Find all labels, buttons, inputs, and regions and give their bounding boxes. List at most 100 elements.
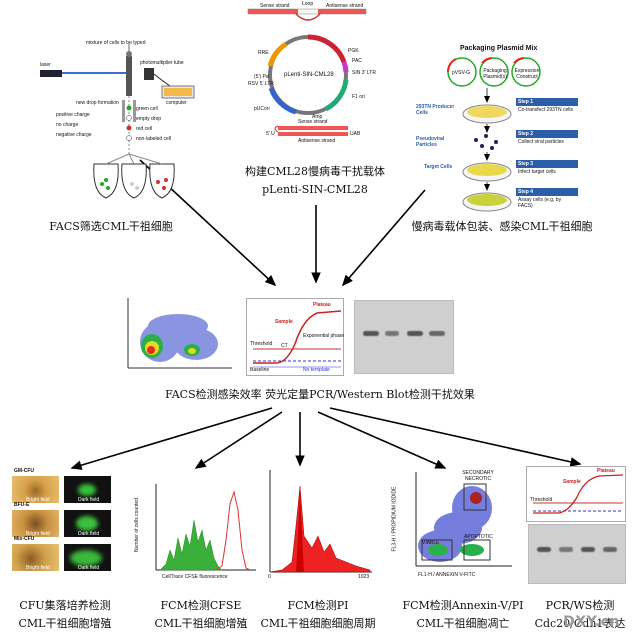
facs-label-empty: empty drop	[136, 116, 162, 122]
pcrws-caption-2: Cdc20/Cdh1表达	[534, 617, 626, 630]
step-4-title: Step 4	[516, 188, 578, 196]
vector-amp: Amp	[312, 114, 323, 120]
facs-label-no-charge: no charge	[56, 122, 79, 128]
step-3-title: Step 3	[516, 160, 578, 168]
cfse-ylabel: Number of cells counted	[133, 498, 140, 552]
facs-sorter-diagram: laser photomultiplier tube computer mixt…	[36, 40, 196, 202]
packaging-workflow: Packaging Plasmid Mix pVSV-G Packaging P…	[412, 45, 592, 216]
facs-label-red: red cell	[136, 126, 153, 132]
cfu-bright-1: Bright field	[26, 497, 50, 503]
vector-puc: pUCori	[254, 106, 270, 112]
annexin-xlabel: FL1-H / ANNEXIN V-FITC	[418, 572, 476, 578]
middle-caption: FACS检测感染效率 荧光定量PCR/Western Blot检测干扰效果	[165, 388, 475, 401]
pcrws-caption-1: PCR/WS检测	[545, 599, 615, 612]
pcr-threshold: Threshold	[250, 341, 273, 347]
pcr-no-template: No template	[303, 367, 330, 373]
pcr-sample: Sample	[275, 319, 293, 325]
qpcr-curve-plot: Plateau Sample Exponential phase Thresho…	[246, 298, 344, 376]
annexin-ylabel: FL3-H / PROPIDIUM IODIDE	[391, 486, 398, 552]
annexin-caption-2: CML干祖细胞凋亡	[416, 617, 510, 630]
step-3-box: Step 3 Infect target cells	[516, 160, 578, 176]
packaging-title: Packaging Plasmid Mix	[460, 45, 538, 52]
cfse-caption-2: CML干祖细胞增殖	[154, 617, 248, 630]
plasmid-packaging: Packaging Plasmid(s)	[483, 68, 507, 80]
plasmid-vsvg: pVSV-G	[452, 70, 471, 76]
western-blot-middle	[354, 300, 454, 374]
step-4-box: Step 4 Assay cells (e.g. by FACS)	[516, 188, 578, 210]
facs-density-plot	[124, 296, 234, 372]
pi-caption-1: FCM检测PI	[287, 599, 349, 612]
facs-label-nonlabeled: non-labeled cell	[136, 136, 172, 142]
pcr-small-threshold: Threshold	[530, 497, 553, 503]
facs-label-pmt: photomultiplier tube	[140, 60, 184, 66]
pcr-small-sample: Sample	[563, 479, 581, 485]
facs-label-new-drop: new drop formation	[76, 100, 119, 106]
step-2-text: Collect viral particles	[518, 139, 564, 145]
step-1-text: Co-transfect 293TN cells	[518, 107, 574, 113]
watermark: DXY.cn	[563, 614, 620, 630]
cfu-row-bfu: BFU-E	[14, 502, 30, 508]
annexin-region-necrotic: SECONDARY NECROTIC	[462, 470, 494, 482]
vector-rre: RRE	[258, 50, 269, 56]
pcr-plateau: Plateau	[313, 302, 331, 308]
vector-rsv: RSV 5' LTR	[248, 81, 274, 87]
facs-label-green: green cell	[136, 106, 158, 112]
facs-label-mixture: mixture of cells to be typed	[86, 40, 146, 46]
vector-caption-1: 构建CML28慢病毒干扰载体	[245, 165, 385, 178]
side-label-pseudoviral: Pseudoviral Particles	[416, 136, 445, 148]
pcr-exponential: Exponential phase	[303, 333, 345, 339]
pi-cellcycle-histogram: 0 1023	[262, 466, 376, 584]
vector-pac: PAC	[352, 58, 362, 64]
cfu-row-gm: GM-CFU	[14, 468, 34, 474]
cfu-caption-1: CFU集落培养检测	[19, 599, 111, 612]
pcr-baseline: Baseline	[250, 367, 270, 373]
facs-label-positive: positive charge	[56, 112, 90, 118]
facs-label-laser: laser	[40, 62, 51, 68]
annexin-caption-1: FCM检测Annexin-V/PI	[402, 599, 524, 612]
vector-caption-2: pLenti-SIN-CML28	[262, 183, 368, 196]
pi-caption-2: CML干祖细胞细胞周期	[260, 617, 376, 630]
vector-psi: (5') Psi	[254, 74, 270, 80]
cfse-caption-1: FCM检测CFSE	[160, 599, 242, 612]
facs-sorter-illustration	[40, 44, 195, 199]
step-1-title: Step 1	[516, 98, 578, 106]
cfu-dark-2: Dark field	[78, 531, 100, 537]
western-blot-small	[528, 524, 626, 584]
cfu-bright-3: Bright field	[26, 565, 50, 571]
vector-sin-ltr: SIN 3' LTR	[352, 70, 376, 76]
cfse-histogram: Number of cells counted CellTrace CFSE f…	[134, 480, 258, 584]
facs-label-negative: negative charge	[56, 132, 92, 138]
vector-loop: Loop	[302, 1, 314, 7]
vector-sense-strand: Sense strand	[260, 3, 290, 9]
vector-uab: UAB	[350, 131, 361, 137]
pcr-small-curve: Plateau Sample Threshold	[526, 466, 626, 522]
pi-xtick-1: 1023	[358, 574, 370, 580]
cfu-row-mix: Mix-CFU	[14, 536, 35, 542]
step-2-title: Step 2	[516, 130, 578, 138]
lentivirus-vector-map: Sense strand Loop Antisense strand pLent…	[236, 0, 386, 150]
step-4-text: Assay cells (e.g. by FACS)	[518, 197, 562, 209]
cfu-dark-1: Dark field	[78, 497, 100, 503]
cfse-xlabel: CellTrace CFSE fluorescence	[162, 574, 228, 580]
vector-pgk: PGK	[348, 48, 359, 54]
annexin-pi-scatter: SECONDARY NECROTIC APOPTOTIC VIABLE FL3-…	[392, 468, 514, 584]
step-1-box: Step 1 Co-transfect 293TN cells	[516, 98, 578, 114]
vector-5u: 5' U	[266, 131, 275, 137]
facs-sort-caption: FACS筛选CML干祖细胞	[49, 220, 173, 233]
cfu-caption-2: CML干祖细胞增殖	[18, 617, 112, 630]
cfu-dark-3: Dark field	[78, 565, 100, 571]
annexin-region-apoptotic: APOPTOTIC	[464, 534, 493, 540]
step-3-text: Infect target cells	[518, 169, 556, 175]
vector-f1-ori: F1 ori	[352, 94, 365, 100]
pcr-small-plateau: Plateau	[597, 468, 615, 474]
side-label-target: Target Cells	[424, 164, 453, 170]
plasmid-expression: Expression Construct	[514, 68, 540, 80]
vector-sense-strand-2: Sense strand	[298, 119, 328, 125]
step-2-box: Step 2 Collect viral particles	[516, 130, 578, 146]
cfu-bright-2: Bright field	[26, 531, 50, 537]
vector-antisense-strand: Antisense strand	[326, 3, 364, 9]
pcr-ct: CT	[281, 343, 288, 349]
facs-label-computer: computer	[166, 100, 187, 106]
cfu-panel: GM-CFU BFU-E Mix-CFU Bright field Dark f…	[12, 468, 122, 580]
